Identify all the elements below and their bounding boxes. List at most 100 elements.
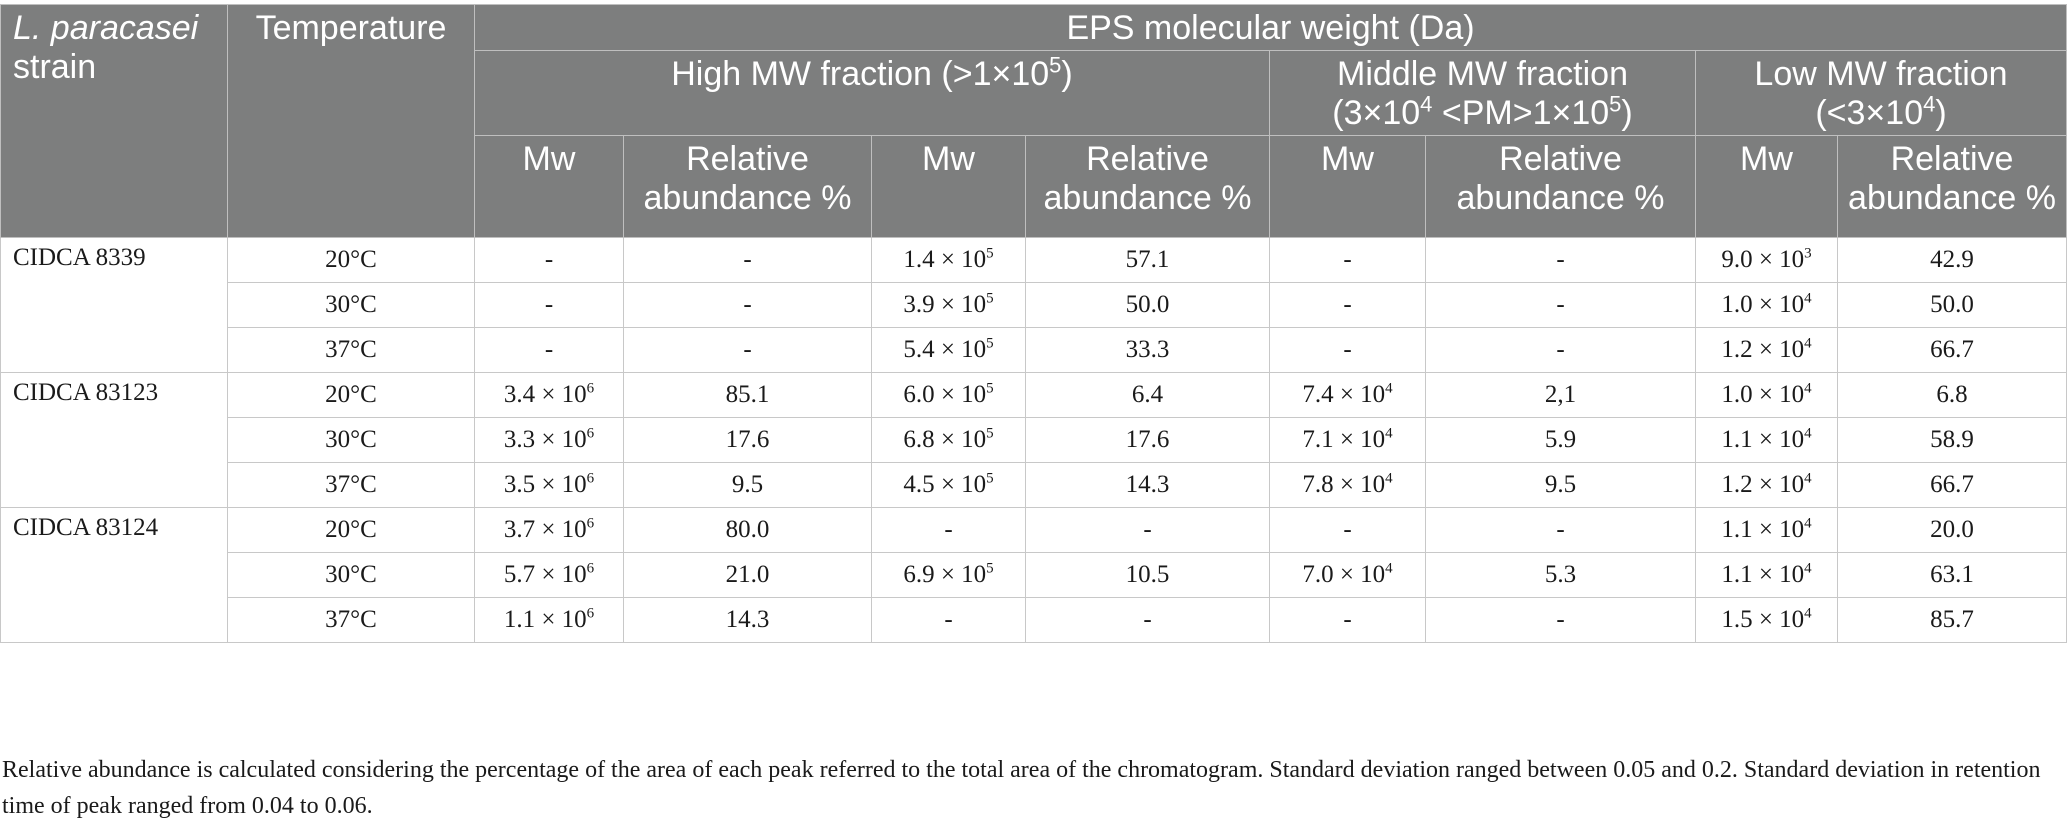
strain-cell: CIDCA 83123	[0, 372, 228, 508]
middle-abundance-value: 5.3	[1425, 552, 1696, 598]
eps-molecular-weight-table: L. paracasei strain Temperature EPS molec…	[0, 4, 2067, 643]
table-header: L. paracasei strain Temperature EPS molec…	[0, 4, 2067, 238]
low-mw-value: 1.5 × 104	[1695, 597, 1838, 643]
low-abundance-value: 58.9	[1836, 417, 2067, 463]
high-abundance-value: 85.1	[623, 372, 872, 418]
low-mw-value: 1.0 × 104	[1695, 282, 1838, 328]
relative-abundance-header: Relative abundance %	[1025, 135, 1270, 238]
temperature-cell: 30°C	[227, 552, 475, 598]
temperature-cell: 30°C	[227, 282, 475, 328]
high-mw-value: 5.7 × 106	[474, 552, 624, 598]
low-mw-value: 1.0 × 104	[1695, 372, 1838, 418]
middle-mw-value: -	[1269, 327, 1426, 373]
temperature-cell: 30°C	[227, 417, 475, 463]
temperature-cell: 37°C	[227, 327, 475, 373]
high-abundance-value: -	[623, 327, 872, 373]
high-mw-value: 3.4 × 106	[474, 372, 624, 418]
low-abundance-value: 63.1	[1836, 552, 2067, 598]
high-mw-value: 3.3 × 106	[474, 417, 624, 463]
high-abundance-value: 14.3	[623, 597, 872, 643]
relative-abundance-header: Relative abundance %	[623, 135, 872, 238]
high-abundance-value: 6.4	[1025, 372, 1270, 418]
mw-header: Mw	[474, 135, 624, 238]
temperature-cell: 20°C	[227, 507, 475, 553]
middle-mw-value: -	[1269, 597, 1426, 643]
mw-header: Mw	[1269, 135, 1426, 238]
mw-header: Mw	[871, 135, 1026, 238]
low-abundance-value: 20.0	[1836, 507, 2067, 553]
middle-mw-value: 7.0 × 104	[1269, 552, 1426, 598]
low-abundance-value: 66.7	[1836, 327, 2067, 373]
middle-abundance-value: -	[1425, 507, 1696, 553]
high-abundance-value: 57.1	[1025, 237, 1270, 283]
low-mw-value: 1.2 × 104	[1695, 327, 1838, 373]
middle-mw-value: 7.8 × 104	[1269, 462, 1426, 508]
low-mw-value: 1.1 × 104	[1695, 507, 1838, 553]
relative-abundance-header: Relative abundance %	[1836, 135, 2067, 238]
high-abundance-value: -	[1025, 507, 1270, 553]
table-row: CIDCA 83124 20°C 3.7 × 106 80.0- - - -1.1 × 10…	[0, 507, 2067, 643]
high-abundance-value: 80.0	[623, 507, 872, 553]
mw-header: Mw	[1695, 135, 1838, 238]
strain-column-header: L. paracasei strain	[0, 4, 228, 238]
high-mw-value: -	[474, 327, 624, 373]
low-mw-value: 1.2 × 104	[1695, 462, 1838, 508]
table-row: CIDCA 83123 20°C 3.4 × 106 85.1 6.0 × 105 6.4…	[0, 372, 2067, 508]
high-abundance-value: 50.0	[1025, 282, 1270, 328]
low-abundance-value: 42.9	[1836, 237, 2067, 283]
high-abundance-value: 21.0	[623, 552, 872, 598]
middle-abundance-value: -	[1425, 237, 1696, 283]
table-row: 30°C - -3.9 × 105 50.0- -1.0 × 104 50.0	[1, 282, 2067, 328]
middle-abundance-value: 5.9	[1425, 417, 1696, 463]
strain-cell: CIDCA 8339	[0, 237, 228, 373]
high-mw-value: 1.4 × 105	[871, 237, 1026, 283]
table-row: CIDCA 8339 20°C - -1.4 × 105 57.1- -9.0 × 103…	[0, 237, 2067, 373]
high-mw-value: 3.7 × 106	[474, 507, 624, 553]
high-mw-value: 3.5 × 106	[474, 462, 624, 508]
low-mw-value: 1.1 × 104	[1695, 552, 1838, 598]
middle-mw-value: -	[1269, 507, 1426, 553]
table-row: 37°C 1.1 × 106 14.3- - - -1.5 × 104 85.7	[1, 597, 2067, 643]
high-mw-value: -	[871, 597, 1026, 643]
middle-mw-value: 7.1 × 104	[1269, 417, 1426, 463]
low-abundance-value: 50.0	[1836, 282, 2067, 328]
high-abundance-value: -	[1025, 597, 1270, 643]
low-abundance-value: 66.7	[1836, 462, 2067, 508]
middle-abundance-value: 2,1	[1425, 372, 1696, 418]
middle-abundance-value: -	[1425, 282, 1696, 328]
high-abundance-value: -	[623, 282, 872, 328]
low-mw-fraction-header: Low MW fraction (<3×104)	[1694, 50, 2067, 136]
table-row: 37°C - -5.4 × 105 33.3- -1.2 × 104 66.7	[1, 327, 2067, 373]
table-row: 37°C 3.5 × 106 9.5 4.5 × 105 14.3 7.8 × 104 9.…	[1, 462, 2067, 508]
high-abundance-value: 14.3	[1025, 462, 1270, 508]
high-abundance-value: 17.6	[1025, 417, 1270, 463]
temperature-column-header: Temperature	[227, 4, 475, 238]
high-abundance-value: 10.5	[1025, 552, 1270, 598]
table-body: CIDCA 8339 20°C - -1.4 × 105 57.1- -9.0 × 103…	[0, 237, 2067, 643]
high-mw-value: 4.5 × 105	[871, 462, 1026, 508]
high-mw-value: 5.4 × 105	[871, 327, 1026, 373]
middle-mw-value: -	[1269, 282, 1426, 328]
relative-abundance-header: Relative abundance %	[1425, 135, 1696, 238]
high-mw-value: 6.9 × 105	[871, 552, 1026, 598]
high-abundance-value: 9.5	[623, 462, 872, 508]
table-row: 30°C 3.3 × 106 17.6 6.8 × 105 17.6 7.1 × 104 5…	[1, 417, 2067, 463]
middle-abundance-value: -	[1425, 597, 1696, 643]
high-abundance-value: -	[623, 237, 872, 283]
high-abundance-value: 33.3	[1025, 327, 1270, 373]
eps-title-header: EPS molecular weight (Da)	[473, 4, 2067, 51]
temperature-cell: 37°C	[227, 597, 475, 643]
low-mw-value: 1.1 × 104	[1695, 417, 1838, 463]
high-abundance-value: 17.6	[623, 417, 872, 463]
middle-abundance-value: 9.5	[1425, 462, 1696, 508]
high-mw-value: -	[871, 507, 1026, 553]
middle-mw-fraction-header: Middle MW fraction (3×104 <PM>1×105)	[1269, 50, 1696, 136]
high-mw-value: -	[474, 282, 624, 328]
middle-abundance-value: -	[1425, 327, 1696, 373]
middle-mw-value: 7.4 × 104	[1269, 372, 1426, 418]
high-mw-value: 3.9 × 105	[871, 282, 1026, 328]
low-abundance-value: 6.8	[1836, 372, 2067, 418]
temperature-cell: 20°C	[227, 237, 475, 283]
low-mw-value: 9.0 × 103	[1695, 237, 1838, 283]
high-mw-value: -	[474, 237, 624, 283]
